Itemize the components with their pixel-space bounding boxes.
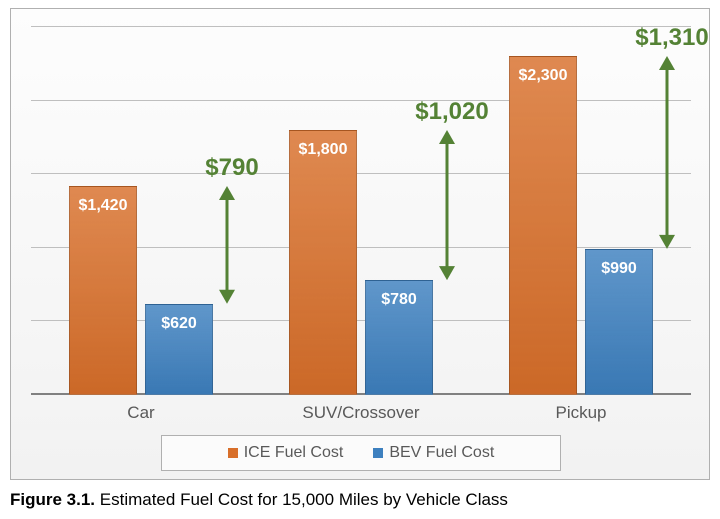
x-axis-labels: Car SUV/Crossover Pickup [31,401,691,427]
figure-caption: Figure 3.1. Estimated Fuel Cost for 15,0… [10,490,508,510]
bar-ice: $1,800 [289,130,357,395]
figure-text: Estimated Fuel Cost for 15,000 Miles by … [95,490,508,509]
bar-value-label: $2,300 [510,67,576,85]
gridline [31,26,691,27]
legend-item: BEV Fuel Cost [373,444,494,462]
delta-arrow-icon [213,186,241,304]
legend: ICE Fuel Cost BEV Fuel Cost [161,435,561,471]
gridline [31,100,691,101]
bar-value-label: $1,800 [290,141,356,159]
legend-item: ICE Fuel Cost [228,444,344,462]
delta-label: $1,020 [397,98,507,126]
bar-value-label: $780 [366,291,432,309]
delta-arrow-icon [433,130,461,280]
bar-bev: $620 [145,304,213,395]
bar-value-label: $990 [586,260,652,278]
bar-ice: $1,420 [69,186,137,395]
gridline [31,173,691,174]
legend-label: ICE Fuel Cost [244,444,344,462]
x-category-label: SUV/Crossover [271,403,451,423]
chart-frame: $1,420 $620 $790$1,800 $780 $1,020$2,300 $990… [10,8,710,480]
legend-swatch-icon [373,448,383,458]
legend-label: BEV Fuel Cost [389,444,494,462]
legend-swatch-icon [228,448,238,458]
plot-area: $1,420 $620 $790$1,800 $780 $1,020$2,300 $990… [31,27,691,395]
delta-label: $790 [177,154,287,182]
bar-bev: $780 [365,280,433,395]
x-category-label: Pickup [491,403,671,423]
bar-value-label: $620 [146,315,212,333]
bar-bev: $990 [585,249,653,395]
delta-arrow-icon [653,56,681,249]
bar-value-label: $1,420 [70,197,136,215]
delta-label: $1,310 [617,24,720,52]
figure-label: Figure 3.1. [10,490,95,509]
bar-ice: $2,300 [509,56,577,395]
x-category-label: Car [51,403,231,423]
